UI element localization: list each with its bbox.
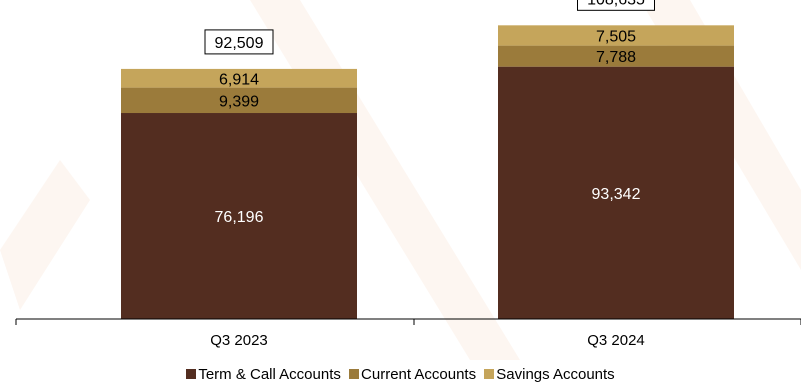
data-label-savings-2: 7,505 <box>596 28 636 45</box>
legend-item-current: Current Accounts <box>349 366 476 383</box>
bar-current-2 <box>498 45 734 67</box>
total-label-1: 92,509 <box>215 35 264 52</box>
total-box-1 <box>204 29 274 55</box>
bar-savings-2 <box>498 25 734 46</box>
bar-term-call-1 <box>121 113 357 319</box>
legend-item-term-call: Term & Call Accounts <box>186 366 341 383</box>
data-label-savings-1: 6,914 <box>219 71 259 88</box>
total-label-2: 108,635 <box>587 0 645 8</box>
bars-layer <box>121 25 734 319</box>
legend-swatch-current <box>349 369 360 379</box>
legend-swatch-term-call <box>186 369 197 379</box>
legend-item-savings: Savings Accounts <box>484 366 615 383</box>
legend-swatch-savings <box>484 369 495 379</box>
totals-layer: 92,509 108,635 <box>204 0 655 55</box>
segment-labels-layer: 76,196 9,399 6,914 93,342 7,788 7,505 <box>215 28 641 226</box>
data-label-term-call-2: 93,342 <box>592 186 641 203</box>
data-label-term-call-1: 76,196 <box>215 209 264 226</box>
legend-label-current: Current Accounts <box>361 366 477 383</box>
x-tick-label-1: Q3 2023 <box>210 332 268 349</box>
data-label-current-1: 9,399 <box>219 93 259 110</box>
legend-label-savings: Savings Accounts <box>496 366 615 383</box>
legend: Term & Call Accounts Current Accounts Sa… <box>0 366 801 383</box>
bar-savings-1 <box>121 68 357 88</box>
bar-term-call-2 <box>498 66 734 319</box>
x-tick-label-2: Q3 2024 <box>587 332 645 349</box>
legend-label-term-call: Term & Call Accounts <box>198 366 341 383</box>
data-label-current-2: 7,788 <box>596 49 636 66</box>
x-axis-ticks-layer: Q3 2023 Q3 2024 <box>15 319 801 349</box>
total-box-2 <box>577 0 655 11</box>
bar-current-1 <box>121 87 357 114</box>
